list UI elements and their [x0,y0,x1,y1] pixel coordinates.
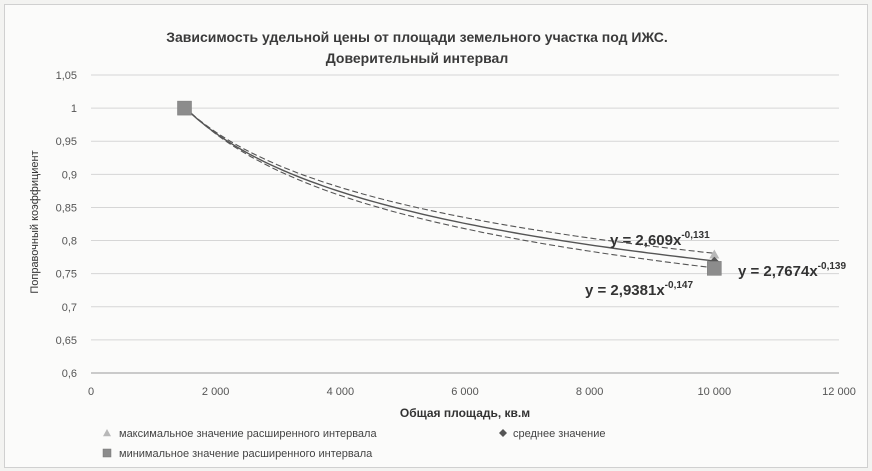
equations: y = 2,609x-0,131 y = 2,7674x-0,139 y = 2,9… [585,230,846,299]
y-axis-label: Поправочный коэффициент [29,150,41,293]
marker-square [707,261,722,276]
y-tick-label: 0,7 [62,302,77,314]
trend-equation: y = 2,609x-0,131 [610,230,710,249]
y-tick-label: 0,65 [56,335,77,347]
legend-entry-label: максимальное значение расширенного интер… [119,428,377,440]
x-tick-label: 4 000 [327,386,355,398]
x-tick-label: 6 000 [451,386,479,398]
marker-diamond [499,429,507,437]
y-tick-label: 0,75 [56,269,77,281]
equation-exponent: -0,131 [681,230,710,241]
x-tick-label: 10 000 [698,386,732,398]
trend-lines [184,105,715,269]
chart-subtitle: Доверительный интервал [326,50,508,66]
marker-square [102,448,112,458]
grid [91,74,839,374]
trend-line [184,107,715,254]
y-tick-label: 0,8 [62,236,77,248]
equation-exponent: -0,147 [665,280,694,291]
trend-equation: y = 2,9381x-0,147 [585,280,693,299]
marker-square [177,100,192,116]
equation-base: y = 2,7674x [738,263,818,280]
legend: максимальное значение расширенного интер… [102,428,605,460]
y-tick-label: 0,85 [56,202,77,214]
x-tick-label: 12 000 [822,386,856,398]
chart: Зависимость удельной цены от площади зем… [29,29,856,460]
trend-line [184,106,715,262]
trend-equation: y = 2,7674x-0,139 [738,261,846,280]
marker-triangle [103,429,111,437]
ticks: 0,6 0,65 0,7 0,75 0,8 0,85 0,9 0,95 1 1,05 0 2 000 4… [56,70,856,398]
chart-title: Зависимость удельной цены от площади зем… [166,29,668,45]
y-tick-label: 0,95 [56,136,77,148]
legend-entry-label: среднее значение [513,428,605,440]
x-tick-label: 8 000 [576,386,604,398]
trend-line [184,105,715,269]
x-axis-label: Общая площадь, кв.м [400,406,530,420]
equation-base: y = 2,609x [610,232,682,249]
equation-exponent: -0,139 [818,261,847,272]
x-tick-label: 0 [88,386,94,398]
equation-base: y = 2,9381x [585,282,665,299]
y-tick-label: 0,9 [62,169,77,181]
marker-triangle [709,249,720,259]
x-tick-label: 2 000 [202,386,230,398]
markers [177,100,722,276]
y-tick-label: 1 [71,103,77,115]
y-tick-label: 0,6 [62,368,77,380]
legend-entry-label: минимальное значение расширенного интерв… [119,448,373,460]
y-tick-label: 1,05 [56,70,77,82]
chart-frame: Зависимость удельной цены от площади зем… [4,4,868,468]
